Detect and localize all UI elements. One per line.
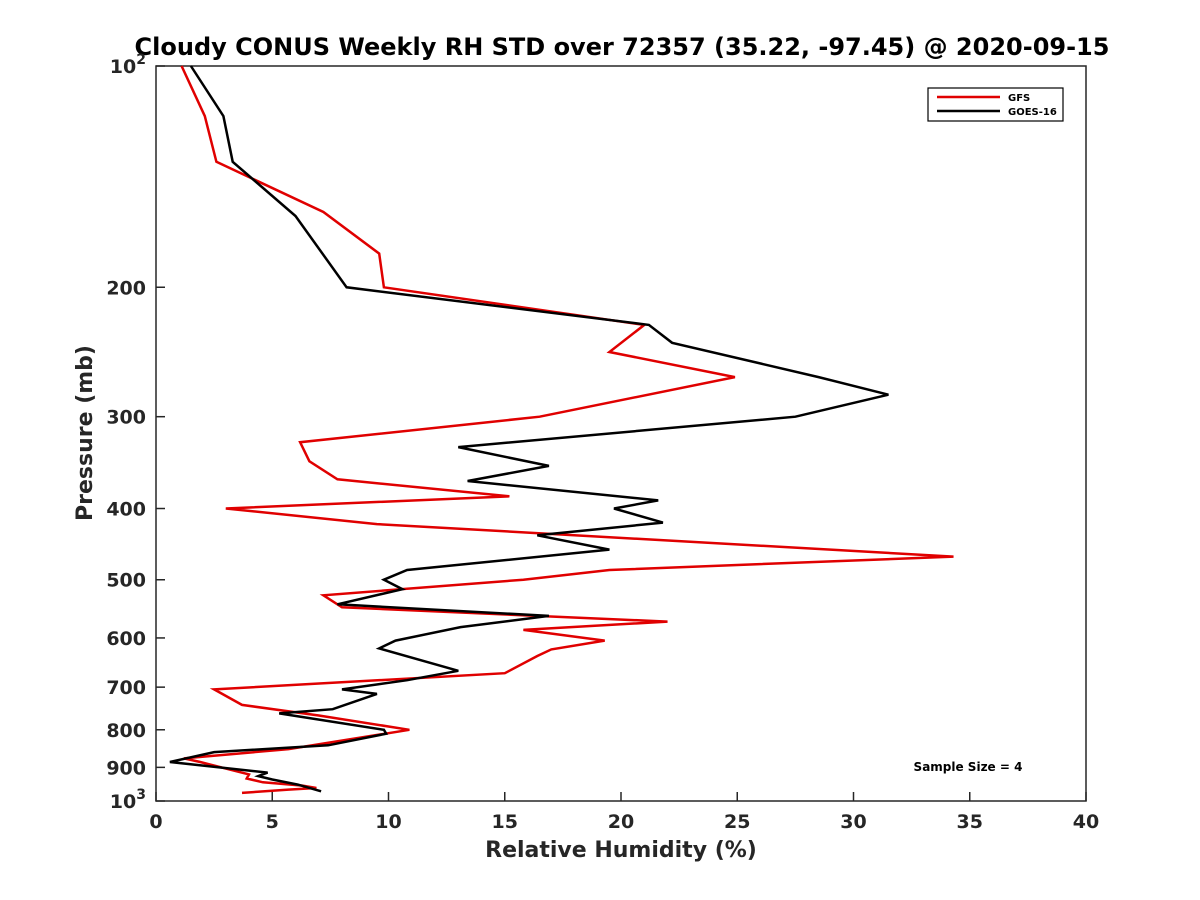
x-tick-label: 30 <box>840 811 866 833</box>
series-layer <box>169 65 954 795</box>
sample-size-annotation: Sample Size = 4 <box>914 760 1023 774</box>
y-tick-label: 900 <box>106 757 146 779</box>
legend-label-gfs: GFS <box>1008 93 1030 104</box>
x-axis: 0 5 10 15 20 25 30 35 40 <box>149 792 1099 833</box>
chart-title: Cloudy CONUS Weekly RH STD over 72357 (3… <box>135 33 1110 61</box>
y-tick-label: 102 <box>110 52 146 78</box>
y-tick-label: 500 <box>106 570 146 592</box>
x-tick-label: 10 <box>375 811 401 833</box>
legend-box <box>927 87 1064 122</box>
series-line-gfs <box>180 65 954 795</box>
x-tick-label: 25 <box>724 811 750 833</box>
x-tick-label: 35 <box>957 811 983 833</box>
legend: GFS GOES-16 <box>927 87 1064 122</box>
y-tick-label: 700 <box>106 677 146 699</box>
legend-label-goes16: GOES-16 <box>1008 107 1057 118</box>
y-tick-label: 400 <box>106 499 146 521</box>
y-axis-label: Pressure (mb) <box>73 345 98 521</box>
y-tick-label: 103 <box>110 787 146 813</box>
x-tick-label: 5 <box>266 811 279 833</box>
x-tick-label: 15 <box>492 811 518 833</box>
x-axis-label: Relative Humidity (%) <box>485 838 757 863</box>
y-axis: 102 200 300 400 500 600 700 800 900 103 <box>106 52 165 813</box>
x-tick-label: 0 <box>149 811 162 833</box>
y-tick-label: 600 <box>106 628 146 650</box>
x-tick-label: 20 <box>608 811 634 833</box>
series-line-goes16 <box>169 65 889 793</box>
y-tick-label: 300 <box>106 407 146 429</box>
y-tick-label: 800 <box>106 720 146 742</box>
x-tick-label: 40 <box>1073 811 1099 833</box>
y-tick-label: 200 <box>106 277 146 299</box>
plot-area: 0 5 10 15 20 25 30 35 40 102 200 300 400 500 600 700 80… <box>106 52 1099 833</box>
